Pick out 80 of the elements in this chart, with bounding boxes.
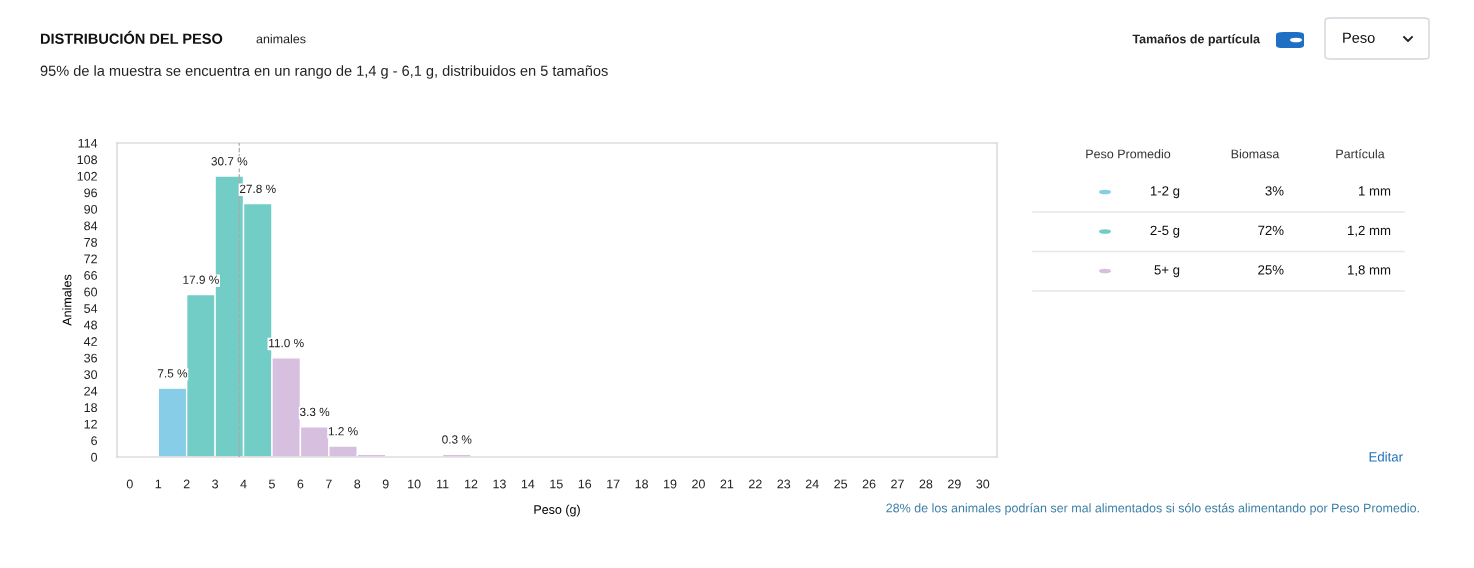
text: animales <box>256 34 306 44</box>
text: Peso Promedio <box>1086 149 1171 159</box>
x-tick-label: 18 <box>635 479 648 489</box>
category-label: 2-5 g <box>1150 225 1180 238</box>
x-tick-label: 20 <box>692 479 705 489</box>
y-tick-label: 42 <box>83 337 97 346</box>
annotation: 17.9 % <box>183 275 219 284</box>
x-tick-label: 26 <box>862 479 876 489</box>
chart-title: DISTRIBUCIÓN DEL PESO <box>40 30 223 44</box>
y-tick-label: 60 <box>84 287 98 297</box>
y-tick-label: 48 <box>83 320 98 330</box>
category-label: 5+ g <box>1154 265 1180 278</box>
y-tick-label: 66 <box>84 271 98 280</box>
y-axis-title: Animales <box>62 274 72 326</box>
x-tick-label: 27 <box>891 479 904 489</box>
y-tick-label: 24 <box>84 386 98 396</box>
x-tick-label: 21 <box>720 479 734 489</box>
y-tick-label: 72 <box>84 254 97 264</box>
annotation: 0.3 % <box>442 435 472 444</box>
text: 25% <box>1258 265 1284 275</box>
x-tick-label: 22 <box>749 479 762 489</box>
y-tick-label: 84 <box>84 221 98 231</box>
text: 1,2 mm <box>1348 225 1391 237</box>
y-tick-label: 12 <box>84 419 97 429</box>
annotation: 1.2 % <box>328 427 358 436</box>
text: 1 mm <box>1359 186 1391 196</box>
y-tick-label: 102 <box>77 171 97 181</box>
x-tick-label: 6 <box>297 479 304 489</box>
x-tick-label: 17 <box>607 479 620 489</box>
text: Peso <box>1343 32 1375 43</box>
y-tick-label: 78 <box>84 237 98 247</box>
annotation: 27.8 % <box>239 184 276 193</box>
x-tick-label: 10 <box>408 479 421 489</box>
x-tick-label: 1 <box>155 479 162 489</box>
x-tick-label: 14 <box>521 479 535 489</box>
x-tick-label: 7 <box>325 479 332 489</box>
text: Partícula <box>1336 149 1385 159</box>
text: 1,8 mm <box>1348 265 1391 277</box>
y-tick-label: 96 <box>84 188 98 198</box>
x-tick-label: 11 <box>437 479 449 489</box>
x-tick-label: 5 <box>268 479 275 489</box>
x-tick-label: 28 <box>919 479 933 489</box>
x-tick-label: 2 <box>183 479 190 489</box>
x-tick-label: 3 <box>212 479 219 489</box>
x-tick-label: 30 <box>976 479 990 489</box>
y-tick-label: 54 <box>84 304 98 313</box>
chart-subtitle: 95% de la muestra se encuentra en un rango de 1,4 g - 6,1 g, distribuidos en 5 tamaños <box>40 65 608 79</box>
text: 72% <box>1258 225 1284 235</box>
x-tick-label: 8 <box>354 479 361 489</box>
y-tick-label: 114 <box>78 138 98 148</box>
text: 28% de los animales podrían ser mal alimentados si sólo estás alimentando por Peso Promedio. <box>886 503 1419 515</box>
text: Editar <box>1369 451 1403 462</box>
annotation: 11.0 % <box>269 338 304 348</box>
x-tick-label: 19 <box>664 479 677 489</box>
x-tick-label: 13 <box>493 479 506 489</box>
annotation: 3.3 % <box>299 407 330 417</box>
text: Tamaños de partícula <box>1132 34 1261 46</box>
x-tick-label: 16 <box>578 479 592 489</box>
category-label: 1-2 g <box>1150 186 1180 199</box>
y-tick-label: 108 <box>77 155 98 165</box>
y-tick-label: 0 <box>91 452 98 462</box>
y-tick-label: 6 <box>91 436 98 446</box>
text: Biomasa <box>1231 149 1280 159</box>
y-tick-label: 18 <box>84 403 98 413</box>
x-tick-label: 4 <box>240 479 247 489</box>
y-tick-label: 36 <box>84 353 98 363</box>
y-tick-label: 90 <box>84 204 98 214</box>
x-tick-label: 9 <box>382 479 389 489</box>
x-tick-label: 23 <box>777 479 791 489</box>
x-axis-title: Peso (g) <box>534 504 580 517</box>
x-tick-label: 24 <box>805 479 819 489</box>
x-tick-label: 29 <box>948 479 961 489</box>
x-tick-label: 15 <box>550 479 563 489</box>
annotation: 7.5 % <box>157 369 188 378</box>
x-tick-label: 12 <box>464 479 478 489</box>
annotation: 30.7 % <box>211 157 248 166</box>
x-tick-label: 25 <box>834 479 848 489</box>
x-tick-label: 0 <box>126 479 133 489</box>
text: 3% <box>1265 186 1284 196</box>
y-tick-label: 30 <box>84 370 98 380</box>
